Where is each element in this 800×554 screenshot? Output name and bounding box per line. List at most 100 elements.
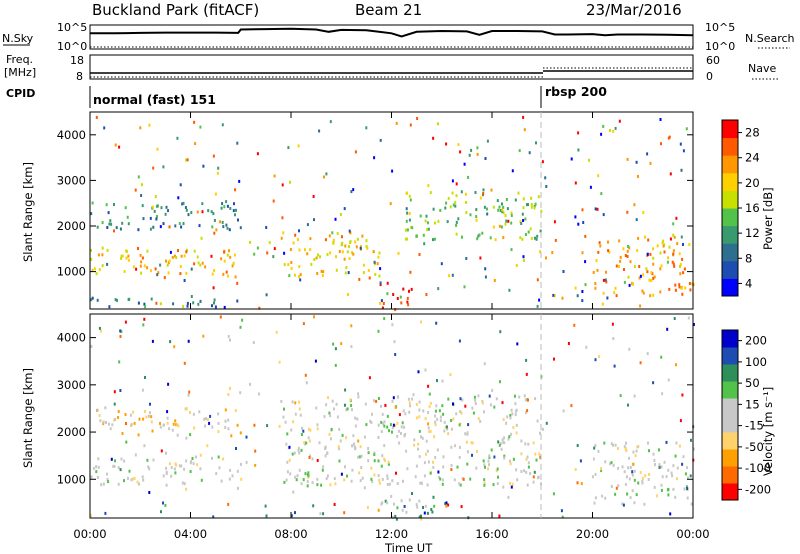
heatmap-cell — [112, 464, 115, 468]
heatmap-cell — [514, 394, 516, 398]
heatmap-cell — [625, 475, 628, 479]
heatmap-cell — [378, 251, 381, 255]
heatmap-cell — [483, 481, 486, 485]
heatmap-cell — [433, 435, 436, 439]
heatmap-cell — [374, 272, 377, 276]
heatmap-cell — [459, 410, 462, 414]
heatmap-cell — [466, 431, 469, 435]
heatmap-cell — [223, 250, 226, 254]
heatmap-cell — [211, 456, 213, 460]
heatmap-cell — [477, 394, 480, 398]
heatmap-cell — [354, 416, 357, 420]
heatmap-cell — [486, 139, 489, 143]
heatmap-cell — [545, 256, 547, 260]
heatmap-cell — [488, 394, 491, 398]
heatmap-cell — [196, 210, 199, 214]
heatmap-cell — [515, 423, 518, 427]
heatmap-cell — [223, 259, 226, 263]
heatmap-cell — [491, 388, 494, 392]
heatmap-cell — [196, 255, 199, 259]
heatmap-cell — [483, 483, 486, 487]
power-colorbar-swatch — [722, 225, 738, 244]
heatmap-cell — [182, 201, 185, 205]
heatmap-cell — [483, 463, 486, 467]
heatmap-cell — [141, 475, 144, 479]
heatmap-cell — [525, 372, 528, 376]
heatmap-cell — [626, 249, 629, 253]
heatmap-cell — [408, 218, 411, 222]
heatmap-cell — [114, 417, 117, 421]
heatmap-cell — [275, 330, 278, 334]
velocity-colorbar-tick-label: -200 — [745, 482, 771, 496]
heatmap-cell — [418, 253, 421, 256]
heatmap-cell — [360, 454, 363, 458]
velocity-colorbar-tick-label: 15 — [745, 397, 760, 411]
heatmap-cell — [166, 263, 169, 267]
heatmap-cell — [140, 194, 143, 197]
heatmap-cell — [289, 248, 292, 251]
heatmap-cell — [656, 494, 659, 498]
heatmap-cell — [427, 422, 430, 426]
heatmap-cell — [202, 164, 205, 168]
heatmap-cell — [329, 414, 332, 418]
heatmap-cell — [477, 417, 480, 421]
heatmap-cell — [647, 238, 650, 242]
heatmap-cell — [601, 302, 604, 306]
heatmap-cell — [396, 482, 399, 485]
heatmap-cell — [626, 210, 629, 214]
heatmap-cell — [216, 171, 219, 175]
heatmap-cell — [359, 445, 362, 449]
heatmap-cell — [220, 206, 223, 210]
heatmap-cell — [652, 262, 655, 266]
heatmap-cell — [644, 235, 646, 239]
heatmap-cell — [652, 256, 655, 260]
heatmap-cell — [490, 448, 493, 452]
heatmap-cell — [178, 464, 181, 468]
heatmap-cell — [379, 281, 382, 285]
heatmap-cell — [120, 457, 123, 461]
heatmap-cell — [454, 204, 457, 208]
heatmap-cell — [153, 209, 156, 213]
heatmap-cell — [373, 473, 376, 477]
nave-right-tick-bottom: 0 — [706, 70, 713, 83]
heatmap-cell — [236, 299, 239, 303]
heatmap-cell — [439, 208, 442, 212]
heatmap-cell — [228, 477, 231, 481]
heatmap-cell — [526, 455, 529, 459]
heatmap-cell — [229, 255, 232, 259]
heatmap-cell — [123, 270, 126, 273]
heatmap-cell — [678, 252, 681, 256]
heatmap-cell — [325, 477, 328, 480]
heatmap-cell — [363, 435, 366, 439]
heatmap-cell — [392, 396, 395, 400]
heatmap-cell — [169, 340, 172, 344]
heatmap-cell — [199, 125, 202, 129]
heatmap-cell — [352, 442, 355, 446]
heatmap-cell — [683, 267, 686, 271]
heatmap-cell — [286, 432, 289, 436]
heatmap-cell — [291, 400, 294, 404]
heatmap-cell — [229, 468, 232, 472]
heatmap-cell — [498, 443, 501, 447]
heatmap-cell — [667, 468, 670, 472]
heatmap-cell — [388, 429, 390, 433]
heatmap-cell — [474, 398, 477, 402]
heatmap-cell — [299, 273, 302, 277]
heatmap-cell — [488, 463, 490, 467]
heatmap-cell — [300, 433, 303, 436]
heatmap-cell — [618, 265, 620, 268]
nsky-right-tick-bottom: 10^0 — [705, 40, 735, 53]
power-panel-frame — [89, 111, 694, 310]
heatmap-cell — [305, 381, 308, 385]
heatmap-cell — [174, 254, 176, 258]
heatmap-cell — [510, 485, 513, 489]
heatmap-cell — [167, 209, 169, 213]
heatmap-cell — [495, 469, 498, 473]
heatmap-cell — [387, 462, 390, 466]
heatmap-cell — [159, 422, 161, 425]
heatmap-cell — [179, 272, 182, 276]
heatmap-cell — [394, 405, 397, 409]
heatmap-cell — [538, 452, 541, 456]
heatmap-cell — [185, 158, 188, 162]
